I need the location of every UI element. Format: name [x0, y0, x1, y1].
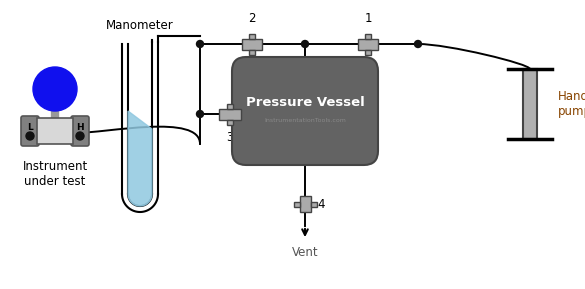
Bar	[365, 49, 371, 55]
FancyBboxPatch shape	[232, 57, 378, 165]
Circle shape	[197, 40, 204, 47]
Bar	[219, 108, 241, 119]
Bar	[311, 201, 316, 207]
Circle shape	[301, 40, 308, 47]
Text: Vent: Vent	[282, 108, 309, 121]
Bar	[294, 201, 300, 207]
Text: Vent: Vent	[292, 246, 318, 259]
Bar	[242, 38, 262, 49]
Text: 2: 2	[248, 12, 256, 25]
Bar	[249, 34, 255, 38]
Bar	[37, 118, 73, 144]
Bar	[227, 103, 233, 108]
Text: 1: 1	[364, 12, 371, 25]
Text: 3: 3	[226, 131, 233, 144]
Circle shape	[197, 110, 204, 118]
Bar	[249, 49, 255, 55]
Bar	[358, 38, 378, 49]
Text: H: H	[76, 123, 84, 131]
Bar	[365, 34, 371, 38]
Bar	[523, 69, 537, 139]
Text: Pressure Vessel: Pressure Vessel	[246, 97, 364, 110]
Bar	[227, 119, 233, 125]
Text: L: L	[27, 123, 33, 131]
Text: Instrument
under test: Instrument under test	[22, 160, 88, 188]
Circle shape	[76, 132, 84, 140]
Text: Hand
pump: Hand pump	[558, 90, 585, 118]
Text: InstrumentationTools.com: InstrumentationTools.com	[264, 118, 346, 123]
Text: Manometer: Manometer	[106, 19, 174, 32]
Circle shape	[26, 132, 34, 140]
FancyBboxPatch shape	[21, 116, 39, 146]
Circle shape	[415, 40, 422, 47]
Circle shape	[33, 67, 77, 111]
Polygon shape	[128, 111, 152, 206]
Text: 4: 4	[317, 197, 325, 210]
Bar	[300, 196, 311, 212]
FancyBboxPatch shape	[71, 116, 89, 146]
